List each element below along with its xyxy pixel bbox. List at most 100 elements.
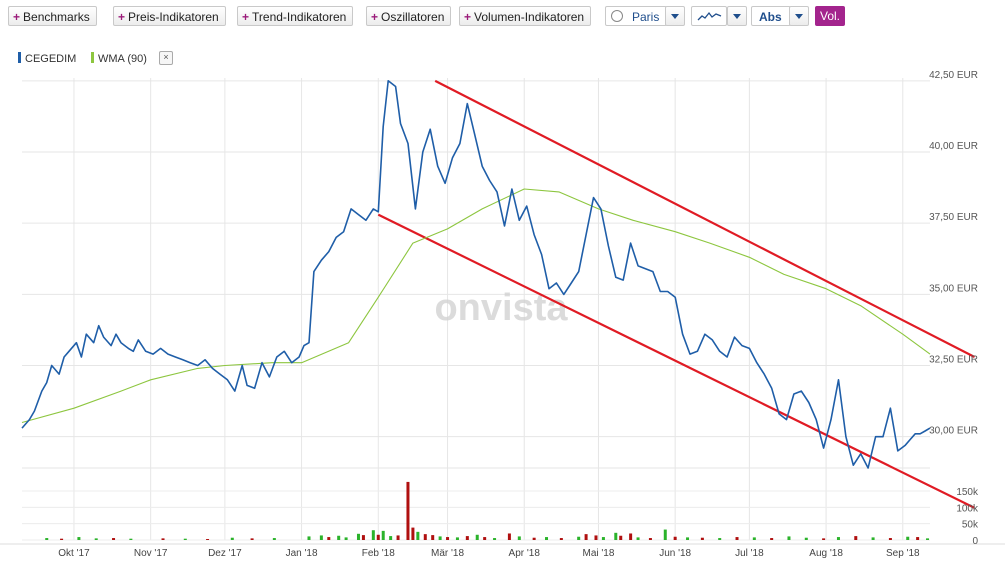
legend-item-cegedim[interactable]: CEGEDIM	[18, 52, 76, 65]
volume-bar	[94, 538, 98, 540]
preis-indikatoren-button[interactable]: + Preis-Indikatoren	[113, 6, 226, 26]
exchange-select[interactable]: Paris	[605, 6, 667, 26]
chart-type-select[interactable]	[691, 6, 727, 26]
benchmarks-label: Benchmarks	[23, 10, 90, 24]
preis-indikatoren-label: Preis-Indikatoren	[128, 10, 219, 24]
volume-bar	[577, 536, 581, 540]
y-tick-label: 32,50 EUR	[929, 355, 978, 366]
volume-tick-label: 150k	[956, 487, 979, 498]
y-tick-label: 40,00 EUR	[929, 141, 978, 152]
plus-icon: +	[118, 10, 126, 24]
volume-bar	[356, 533, 360, 540]
volume-bar	[376, 534, 380, 540]
exchange-select-value: Paris	[632, 10, 660, 24]
volume-bar	[389, 536, 393, 540]
volume-bar	[804, 537, 808, 540]
x-tick-label: Jul '18	[735, 548, 764, 559]
x-tick-label: Aug '18	[809, 548, 843, 559]
volume-bar	[319, 535, 323, 540]
y-tick-label: 30,00 EUR	[929, 426, 978, 437]
trend-channel	[377, 79, 976, 509]
volume-bar	[614, 532, 618, 540]
clock-icon	[611, 10, 623, 22]
volume-bar	[594, 535, 598, 540]
volume-bar	[636, 537, 640, 540]
scale-dropdown-caret[interactable]	[789, 6, 809, 26]
volume-bar	[411, 527, 415, 540]
y-tick-label: 37,50 EUR	[929, 212, 978, 223]
volumen-indikatoren-button[interactable]: + Volumen-Indikatoren	[459, 6, 592, 26]
volume-bar	[344, 537, 348, 540]
volume-bar	[112, 538, 116, 540]
volume-bar	[206, 539, 210, 540]
legend-item-wma[interactable]: WMA (90)	[91, 52, 147, 65]
volume-bar	[584, 534, 588, 540]
trend-indikatoren-button[interactable]: + Trend-Indikatoren	[237, 6, 354, 26]
trend-indikatoren-label: Trend-Indikatoren	[252, 10, 347, 24]
scale-select[interactable]: Abs	[751, 6, 791, 26]
volume-bar	[770, 538, 774, 540]
volume-bar	[854, 536, 858, 540]
volume-bar	[916, 537, 920, 540]
volume-bar	[752, 537, 756, 540]
volume-bar	[77, 537, 81, 540]
volume-bar	[926, 538, 930, 540]
volume-bar	[493, 538, 497, 540]
volume-bar	[327, 537, 331, 540]
oszillatoren-button[interactable]: + Oszillatoren	[366, 6, 452, 26]
volume-bar	[396, 535, 400, 540]
volume-bar	[787, 536, 791, 540]
line-chart-icon	[697, 11, 722, 21]
volume-bar	[532, 537, 536, 540]
volume-bar	[60, 538, 64, 540]
volume-bar	[446, 537, 450, 540]
plus-icon: +	[13, 10, 21, 24]
volume-bar	[648, 538, 652, 540]
volume-bar	[663, 529, 667, 540]
volume-bar	[183, 538, 187, 540]
volume-bar	[416, 531, 420, 540]
volume-bar	[406, 481, 410, 540]
volume-bar	[455, 537, 459, 540]
series-line-wma	[21, 188, 931, 424]
volume-bar	[718, 538, 722, 540]
grid-lines	[0, 78, 1005, 545]
volume-bar	[700, 537, 704, 540]
volume-bar	[517, 536, 521, 540]
volume-bar	[129, 538, 133, 540]
volume-toggle-button[interactable]: Vol.	[815, 6, 846, 26]
volume-bar	[545, 537, 549, 540]
legend-swatch-wma	[91, 52, 94, 63]
volume-bar	[371, 530, 375, 540]
volume-bar	[361, 535, 365, 540]
volume-tick-label: 0	[972, 536, 978, 547]
volume-bar	[337, 535, 341, 540]
volume-axis-ticks: 0 50k 100k 150k	[956, 487, 979, 547]
x-tick-label: Okt '17	[58, 548, 90, 559]
volume-bar	[619, 535, 623, 540]
volume-tick-label: 50k	[962, 520, 979, 531]
exchange-dropdown-caret[interactable]	[665, 6, 685, 26]
volume-bar	[906, 536, 910, 540]
series-line-cegedim	[21, 80, 931, 469]
x-tick-label: Dez '17	[208, 548, 242, 559]
volume-bar	[381, 530, 385, 540]
volume-bar	[161, 538, 165, 540]
x-axis-ticks: Okt '17 Nov '17 Dez '17 Jan '18 Feb '18 Mär '…	[58, 548, 920, 559]
watermark: onvista	[434, 287, 568, 329]
x-tick-label: Nov '17	[134, 548, 168, 559]
legend-remove-wma-button[interactable]: ×	[159, 51, 173, 65]
volume-bar	[230, 537, 234, 540]
benchmarks-button[interactable]: + Benchmarks	[8, 6, 97, 26]
oszillatoren-label: Oszillatoren	[381, 10, 445, 24]
volume-bar	[465, 536, 469, 540]
volume-bar	[822, 538, 826, 540]
volume-bar	[673, 536, 677, 540]
plus-icon: +	[464, 10, 472, 24]
chart-type-dropdown-caret[interactable]	[727, 6, 747, 26]
legend-label-cegedim: CEGEDIM	[25, 53, 77, 65]
y-tick-label: 42,50 EUR	[929, 70, 978, 81]
x-tick-label: Jun '18	[659, 548, 691, 559]
plus-icon: +	[242, 10, 250, 24]
x-tick-label: Mär '18	[431, 548, 464, 559]
